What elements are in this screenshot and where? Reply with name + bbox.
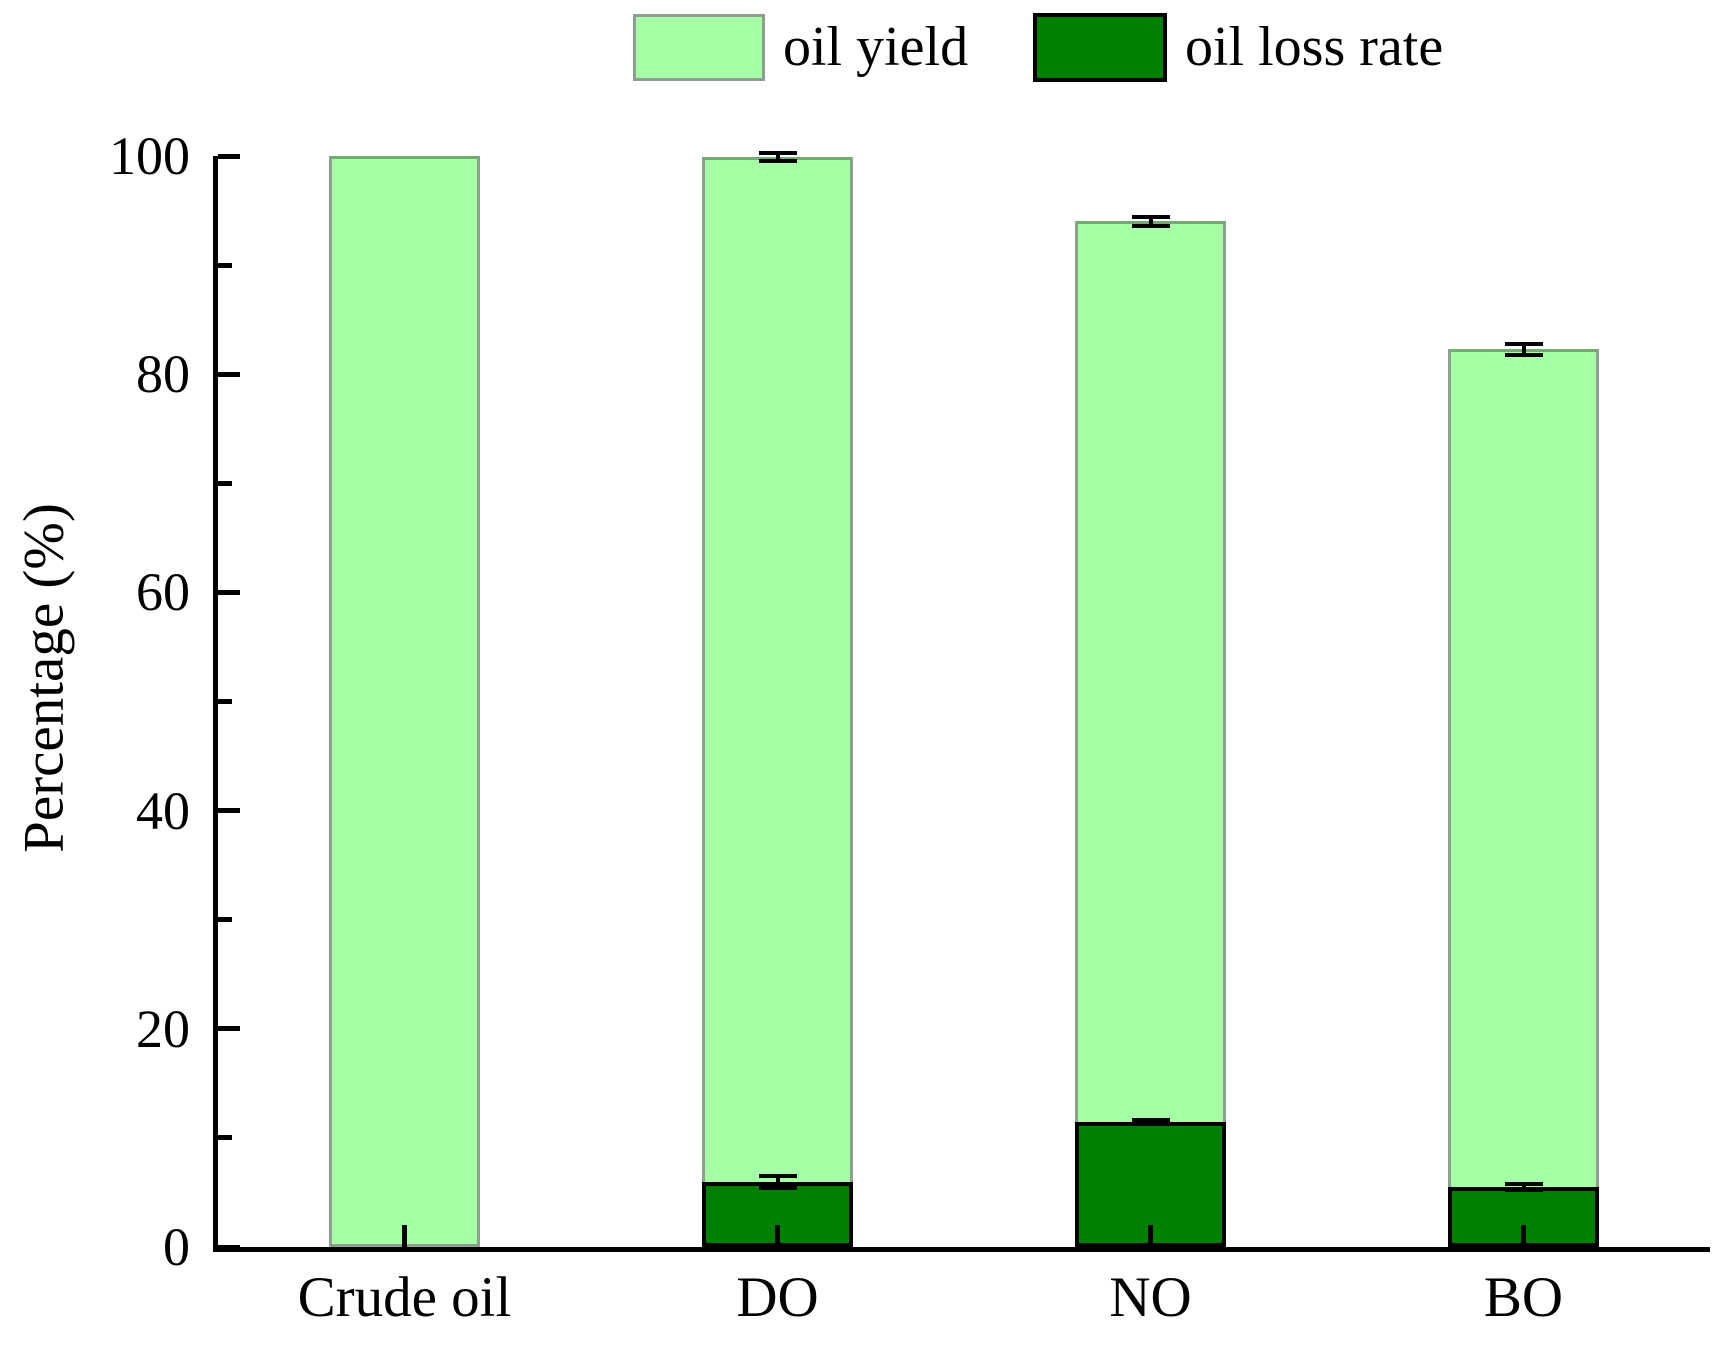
x-axis-category-label: Crude oil bbox=[297, 1266, 512, 1329]
y-axis-tick-label: 60 bbox=[136, 562, 190, 623]
x-axis-category-label: NO bbox=[1109, 1266, 1192, 1329]
y-axis-minor-tick bbox=[218, 917, 232, 923]
oil-loss-rate-swatch-icon bbox=[1033, 12, 1167, 82]
legend-label-oil-yield: oil yield bbox=[783, 16, 969, 78]
bar-oil-yield-bo bbox=[1448, 349, 1599, 1247]
x-axis-tick bbox=[1521, 1225, 1526, 1247]
error-bar-cap bbox=[758, 1185, 797, 1190]
error-bar-cap bbox=[1131, 1121, 1170, 1126]
legend-label-oil-loss-rate: oil loss rate bbox=[1185, 16, 1444, 78]
legend-item-oil-loss-rate: oil loss rate bbox=[1033, 12, 1443, 82]
error-bar-cap bbox=[1504, 341, 1543, 346]
bar-oil-yield-crude-oil bbox=[329, 156, 480, 1247]
y-axis-major-tick bbox=[218, 589, 240, 595]
error-bar bbox=[1521, 343, 1526, 355]
error-bar-cap bbox=[1504, 352, 1543, 357]
error-bar-cap bbox=[758, 1173, 797, 1178]
y-axis-tick-label: 100 bbox=[109, 126, 190, 186]
bar-oil-yield-do bbox=[702, 157, 853, 1247]
y-axis-major-tick bbox=[218, 808, 240, 814]
error-bar-cap bbox=[758, 159, 797, 164]
y-axis-minor-tick bbox=[218, 699, 232, 704]
legend-item-oil-yield: oil yield bbox=[633, 12, 968, 82]
x-axis-category-label: DO bbox=[736, 1266, 819, 1329]
y-axis-tick-label: 40 bbox=[136, 780, 190, 841]
y-axis-major-tick bbox=[218, 371, 240, 377]
error-bar-cap bbox=[1131, 215, 1170, 220]
x-axis-tick bbox=[402, 1225, 407, 1247]
error-bar-cap bbox=[1131, 1117, 1170, 1122]
y-axis-tick-label: 80 bbox=[136, 344, 190, 405]
y-axis-tick-label: 0 bbox=[163, 1217, 190, 1277]
y-axis-tick-label: 20 bbox=[136, 998, 190, 1059]
y-axis-minor-tick bbox=[218, 1135, 232, 1141]
oil-yield-swatch-icon bbox=[633, 13, 765, 81]
y-axis-major-tick bbox=[218, 1026, 240, 1032]
plot-area: 0 20 40 60 80 100 Crude oil DO NO BO bbox=[109, 129, 1710, 1329]
error-bar bbox=[1148, 217, 1153, 226]
y-axis-minor-tick bbox=[218, 480, 232, 486]
x-axis-category-label: BO bbox=[1483, 1266, 1564, 1329]
y-axis-major-tick bbox=[218, 153, 240, 159]
error-bar bbox=[1521, 1183, 1526, 1191]
y-axis-major-tick bbox=[218, 1244, 240, 1250]
bar-oil-yield-no bbox=[1075, 221, 1226, 1247]
error-bar-cap bbox=[1504, 1181, 1543, 1186]
x-axis-tick bbox=[775, 1225, 780, 1247]
error-bar bbox=[775, 1175, 780, 1188]
error-bar-cap bbox=[1131, 223, 1170, 228]
error-bar-cap bbox=[1504, 1188, 1543, 1193]
y-axis-minor-tick bbox=[218, 262, 232, 268]
error-bar-cap bbox=[758, 150, 797, 155]
x-axis-tick bbox=[1148, 1225, 1153, 1247]
error-bar bbox=[775, 152, 780, 162]
